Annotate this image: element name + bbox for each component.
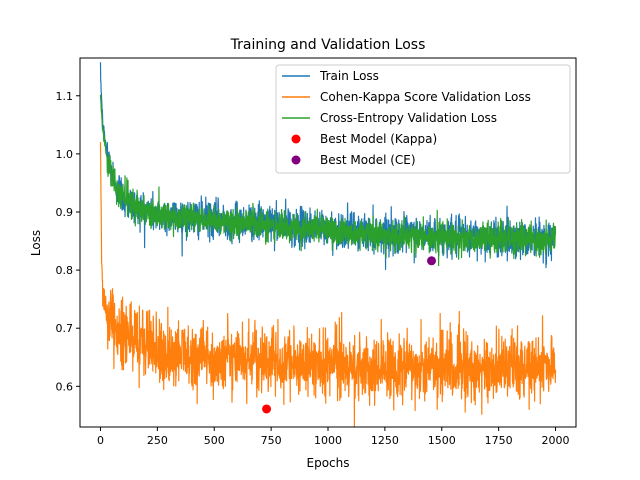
marker-best-model-kappa- — [262, 404, 272, 414]
legend-label: Cohen-Kappa Score Validation Loss — [320, 90, 531, 104]
legend-label: Train Loss — [319, 69, 379, 83]
legend-box — [275, 64, 571, 174]
legend-label: Best Model (Kappa) — [320, 132, 437, 146]
x-axis-label: Epochs — [307, 456, 350, 470]
y-tick-label: 0.6 — [56, 380, 74, 393]
legend-swatch — [291, 134, 301, 144]
legend-label: Cross-Entropy Validation Loss — [320, 111, 497, 125]
legend-swatch — [291, 155, 301, 165]
y-tick-label: 1.1 — [56, 90, 74, 103]
x-tick-label: 0 — [97, 434, 104, 447]
marker-layer — [262, 256, 437, 414]
y-tick-label: 0.8 — [56, 264, 74, 277]
x-tick-label: 2000 — [542, 434, 570, 447]
y-tick-label: 0.9 — [56, 206, 74, 219]
series-line-cohen-kappa-score-validation-loss — [99, 142, 557, 428]
x-tick-label: 1250 — [371, 434, 399, 447]
y-tick-label: 1.0 — [56, 148, 74, 161]
x-tick-label: 1500 — [428, 434, 456, 447]
x-tick-label: 1000 — [314, 434, 342, 447]
x-axis: 0 250 500 750 1000 1250 1500 1750 2000 — [97, 427, 570, 447]
chart-title: Training and Validation Loss — [230, 37, 426, 53]
legend: Train Loss Cohen-Kappa Score Validation L… — [275, 64, 571, 174]
marker-best-model-ce- — [427, 256, 437, 266]
y-tick-label: 0.7 — [56, 322, 74, 335]
series-layer — [99, 62, 557, 428]
y-axis: 0.6 0.7 0.8 0.9 1.0 1.1 — [56, 90, 80, 393]
series-line-cross-entropy-validation-loss — [99, 94, 557, 267]
x-tick-label: 250 — [147, 434, 168, 447]
legend-label: Best Model (CE) — [320, 153, 416, 167]
y-axis-label: Loss — [29, 230, 43, 256]
x-tick-label: 1750 — [485, 434, 513, 447]
x-tick-label: 750 — [261, 434, 282, 447]
x-tick-label: 500 — [204, 434, 225, 447]
